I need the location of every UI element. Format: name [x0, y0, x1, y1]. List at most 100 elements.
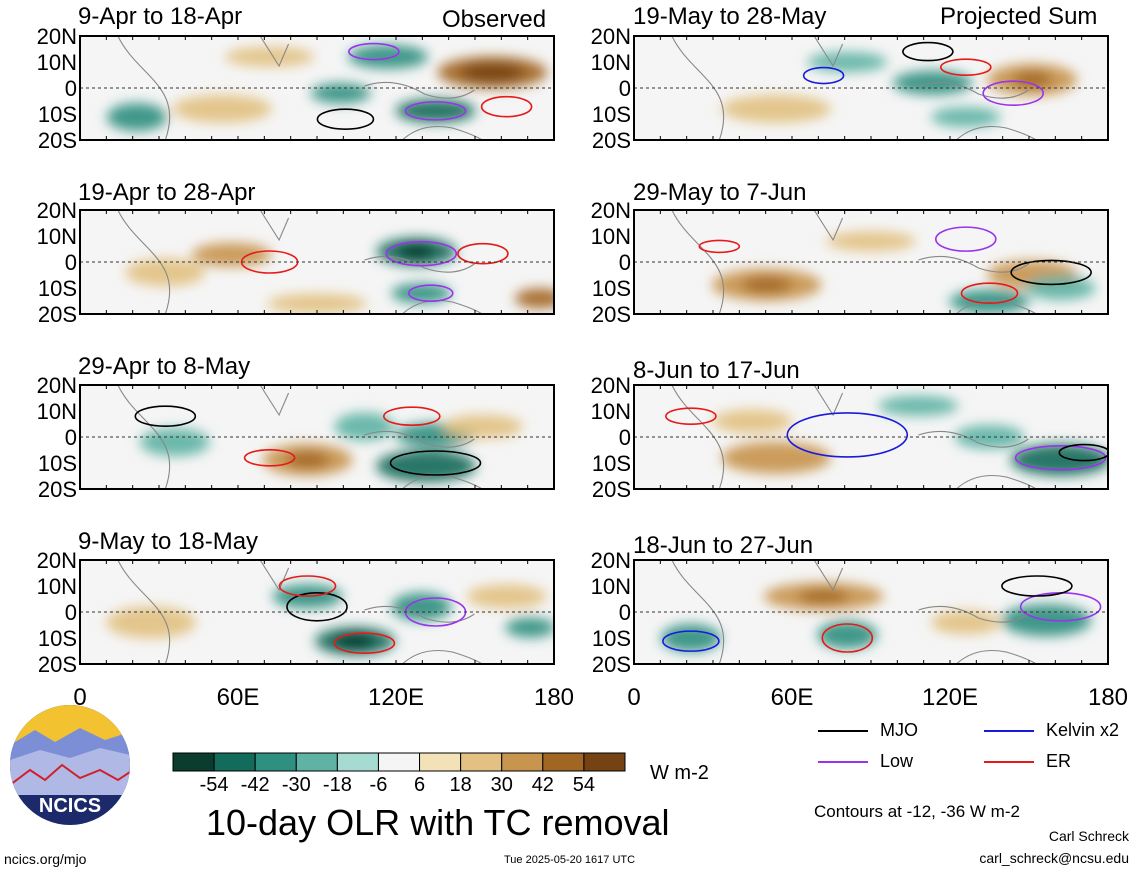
lat-tick-label: 0	[619, 425, 631, 450]
coastline	[401, 299, 483, 314]
coastline	[813, 560, 844, 592]
colorbar-swatch	[460, 752, 503, 772]
olr-anomaly	[398, 243, 435, 260]
panel-title-proj-1: 19-May to 28-May	[633, 3, 827, 30]
lon-tick-label: 0	[627, 684, 640, 711]
colorbar-swatch	[542, 752, 585, 772]
wave-contour	[316, 108, 375, 130]
lat-tick-label: 20N	[37, 373, 77, 398]
colorbar-label: 42	[532, 774, 554, 796]
lat-tick-label: 10N	[591, 574, 631, 599]
wave-contour	[665, 407, 717, 426]
lat-tick-label: 10N	[591, 50, 631, 75]
wave-contour	[278, 575, 337, 597]
olr-anomaly	[224, 46, 315, 67]
colorbar-swatch	[295, 752, 338, 772]
panel-title-proj-3: 8-Jun to 17-Jun	[633, 357, 800, 384]
panel-title-obs-3: 29-Apr to 8-May	[78, 353, 251, 380]
olr-anomaly	[930, 610, 1001, 635]
panel-title-proj-2: 29-May to 7-Jun	[633, 179, 807, 206]
lat-tick-label: 10S	[38, 102, 77, 127]
olr-anomaly	[285, 451, 330, 468]
lat-tick-label: 0	[619, 600, 631, 625]
legend-label-er: ER	[1046, 751, 1072, 771]
lat-tick-label: 10S	[38, 451, 77, 476]
coastline	[364, 430, 475, 448]
coastline	[117, 385, 171, 489]
coastline	[955, 474, 1037, 489]
coastline	[117, 560, 171, 664]
coastline	[813, 385, 844, 417]
colorbar-swatch	[583, 752, 626, 772]
contours-note: Contours at -12, -36 W m-2	[814, 802, 1020, 821]
lat-tick-label: 0	[65, 600, 77, 625]
olr-anomaly	[191, 242, 272, 267]
wave-contour	[1014, 444, 1107, 471]
wave-contour	[333, 632, 396, 655]
coastline	[259, 36, 290, 68]
lat-tick-label: 10S	[592, 102, 631, 127]
wave-contour	[134, 405, 197, 428]
colorbar-label: 18	[450, 774, 472, 796]
lat-tick-label: 10N	[37, 399, 77, 424]
lat-tick-label: 20N	[37, 548, 77, 573]
lat-tick-label: 10S	[38, 626, 77, 651]
olr-anomaly	[172, 94, 273, 123]
wave-contour	[457, 242, 509, 265]
logo-text: NCICS	[39, 795, 101, 817]
coastline	[259, 560, 290, 592]
wave-contour	[382, 406, 441, 427]
author-email: carl_schreck@ncsu.edu	[979, 850, 1129, 866]
lat-tick-label: 20N	[37, 24, 77, 49]
olr-anomaly	[878, 395, 959, 416]
coastline	[364, 81, 475, 99]
olr-anomaly	[106, 606, 197, 639]
coastline	[401, 649, 483, 664]
lat-tick-label: 20N	[591, 548, 631, 573]
olr-anomaly	[660, 624, 721, 652]
wave-contour	[1001, 575, 1073, 597]
olr-anomaly	[930, 107, 1001, 128]
lat-tick-label: 20S	[38, 128, 77, 153]
olr-anomaly	[798, 589, 849, 604]
olr-anomaly	[817, 620, 878, 649]
wave-contour	[802, 66, 845, 85]
lat-tick-label: 10N	[591, 224, 631, 249]
coastline	[117, 36, 171, 140]
olr-anomaly	[391, 283, 452, 304]
lat-tick-label: 10S	[592, 451, 631, 476]
olr-anomaly	[741, 276, 792, 293]
wave-contour	[348, 42, 400, 61]
coastline	[401, 125, 483, 140]
olr-anomaly	[334, 412, 395, 441]
colorbar-swatch	[501, 752, 544, 772]
lat-tick-label: 0	[65, 250, 77, 275]
lat-tick-label: 10N	[37, 574, 77, 599]
wave-contour	[939, 58, 992, 76]
lat-tick-label: 10S	[592, 276, 631, 301]
olr-anomaly	[514, 288, 554, 309]
panel-title-obs-4: 9-May to 18-May	[78, 528, 259, 555]
colorbar-unit: W m-2	[650, 762, 709, 784]
lat-tick-label: 10S	[592, 626, 631, 651]
lat-tick-label: 20N	[591, 24, 631, 49]
colorbar-label: -42	[241, 774, 270, 796]
lat-tick-label: 10N	[591, 399, 631, 424]
colorbar-swatch	[377, 752, 421, 772]
olr-anomaly	[505, 617, 554, 638]
lon-tick-label: 0	[73, 684, 86, 711]
coastline	[671, 210, 725, 314]
coastline	[259, 385, 290, 417]
olr-anomaly	[807, 52, 888, 72]
olr-anomaly	[712, 409, 793, 434]
lat-tick-label: 0	[65, 425, 77, 450]
lat-tick-label: 20S	[592, 652, 631, 677]
coastline	[955, 125, 1037, 140]
colorbar-swatch	[172, 752, 215, 772]
